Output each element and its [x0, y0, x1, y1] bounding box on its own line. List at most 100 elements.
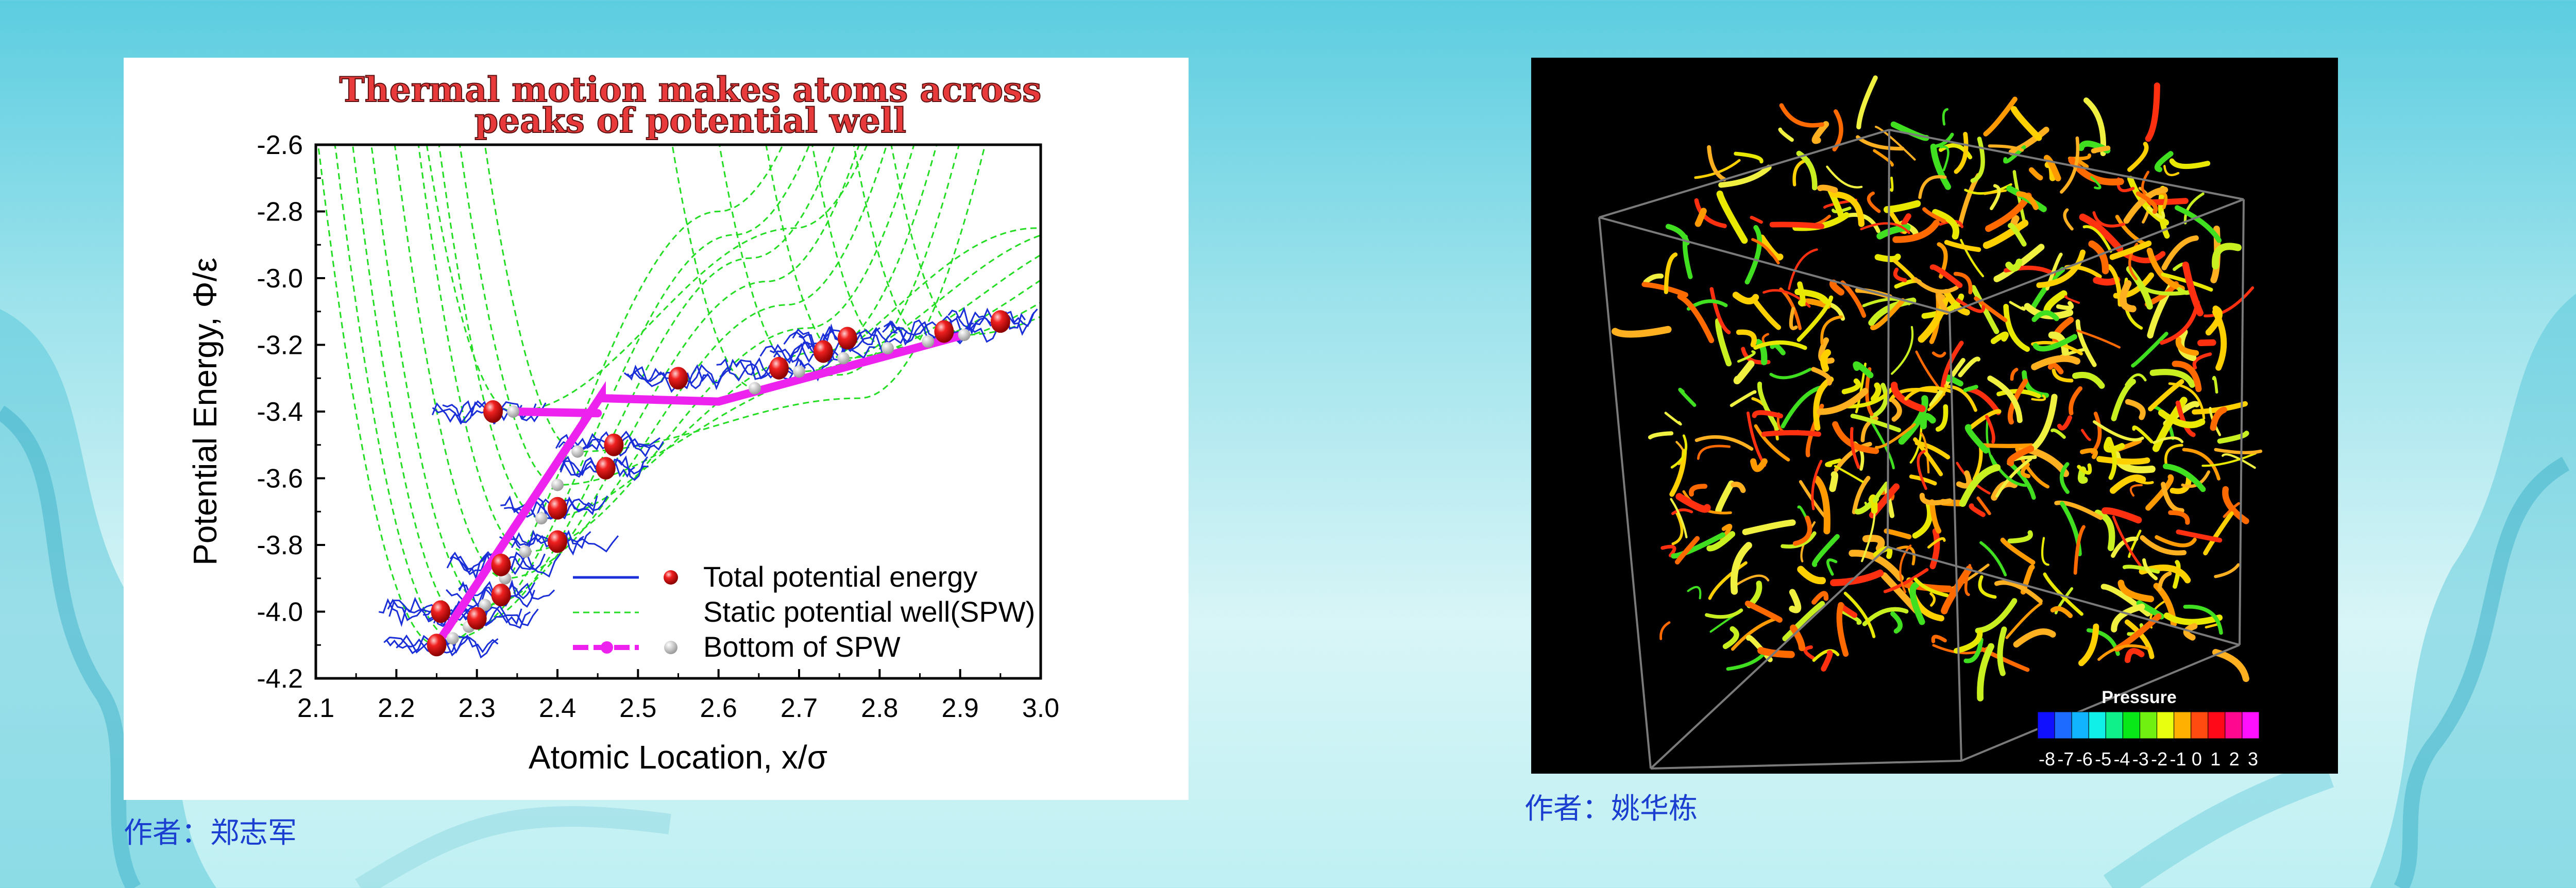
y-tick-label: -3.8: [257, 531, 303, 560]
vortex-filament: [2080, 448, 2098, 459]
spw-curve: [370, 145, 860, 606]
vortex-filament: [2043, 155, 2061, 182]
vortex-filament: [1716, 190, 1748, 244]
vortex-filament: [2090, 412, 2102, 454]
vortex-filament: [1978, 575, 1997, 599]
vortex-filament: [1734, 151, 1764, 164]
vortex-filament: [2059, 462, 2070, 494]
vortex-filament: [2091, 145, 2111, 153]
vortex-filament: [2164, 443, 2183, 466]
vortex-filament: [1963, 637, 1984, 663]
vortex-filament: [1820, 349, 1832, 372]
total-pe-point: [990, 310, 1010, 333]
y-tick-label: -3.2: [257, 331, 303, 361]
bottom-spw-line: [509, 407, 602, 418]
box-edge: [1887, 546, 2240, 646]
vortex-filament: [2124, 619, 2155, 659]
total-pe-point: [769, 356, 789, 380]
vortex-filament: [1849, 550, 1904, 582]
vortex-filament: [1671, 508, 1693, 515]
vortex-filament: [2192, 352, 2212, 370]
vortex-filament: [1883, 568, 1929, 593]
vortex-filament: [2222, 453, 2256, 469]
vortex-filament: [1731, 617, 1777, 651]
total-pe-point: [604, 433, 624, 456]
vortex-filament: [1678, 387, 1697, 407]
total-pe-point: [491, 584, 511, 607]
vortex-filament: [1983, 96, 2018, 136]
vortex-filament: [1752, 298, 1782, 330]
box-edge: [1599, 129, 1890, 218]
vortex-filament: [2072, 371, 2105, 389]
vortex-filament: [2107, 437, 2117, 480]
vortex-filament: [2111, 379, 2136, 421]
vortex-filament: [2127, 142, 2149, 172]
vortex-filament: [1958, 173, 1981, 227]
vortex-filament: [1803, 645, 1815, 660]
bottom-spw-point: [749, 382, 761, 395]
vortex-filament: [2127, 176, 2170, 226]
vortex-filament: [2052, 368, 2074, 383]
vortex-filament: [2007, 223, 2027, 247]
y-tick-label: -3.0: [257, 264, 303, 294]
chart-title-line1: Thermal motion makes atoms across: [340, 70, 1042, 110]
colorbar-segment: [2088, 711, 2106, 739]
colorbar-tick-label: -8: [2039, 748, 2055, 770]
vortex-filament: [2203, 511, 2234, 556]
vortex-filament: [1875, 423, 1916, 449]
vortex-filament: [1890, 382, 1926, 413]
vortex-filament: [2063, 208, 2074, 231]
vortex-filament: [2093, 276, 2121, 286]
vortex-filament: [1836, 602, 1849, 657]
vortex-filament: [2073, 525, 2086, 575]
total-pe-point: [548, 530, 567, 553]
vortex-filament: [1769, 221, 1824, 229]
box-edge: [1887, 129, 1890, 548]
vortex-filament: [1726, 652, 1766, 671]
vortex-filament: [2155, 535, 2197, 548]
spw-curve: [426, 145, 868, 413]
colorbar-segment: [2139, 711, 2158, 739]
vortex-filament: [1811, 367, 1833, 386]
vortex-filament: [2183, 605, 2223, 635]
x-tick-label: 2.2: [378, 693, 415, 723]
vortex-filament: [1709, 287, 1731, 334]
vortex-filament: [1757, 381, 1780, 431]
vortex-filament: [1769, 367, 1812, 380]
y-tick-label: -4.2: [257, 664, 303, 694]
vortex-filament: [1909, 582, 1925, 625]
trajectory-line: [941, 309, 1038, 334]
vortex-filament: [2031, 394, 2046, 401]
vortex-filament: [1979, 541, 2007, 577]
vortex-filament: [2000, 537, 2036, 565]
vortex-filament: [1979, 443, 2034, 448]
vortex-filament: [2064, 295, 2080, 304]
vortex-filament: [1754, 424, 1790, 462]
vortex-filament: [1694, 208, 1707, 227]
pressure-visualization-panel: Pressure -8 -7 -6 -5 -4 -3 -2 -1 0 1 2 3: [1531, 58, 2338, 774]
vortex-filament: [2176, 529, 2223, 543]
colorbar-tick-label: 3: [2248, 748, 2258, 770]
vortex-filament: [1753, 340, 1807, 350]
vortex-filament: [1758, 234, 1784, 261]
vortex-filament: [1935, 132, 1954, 148]
vortex-filament: [2152, 436, 2184, 445]
vortex-filament: [2136, 191, 2158, 214]
vortex-filament: [1976, 496, 1991, 516]
vortex-filament: [2214, 448, 2263, 455]
vortex-filament: [1974, 296, 2008, 322]
vortex-filament: [2050, 428, 2066, 439]
vortex-filament: [1891, 326, 1914, 375]
vortex-filament: [1869, 419, 1895, 470]
vortex-filament: [1843, 591, 1876, 638]
vortex-filament: [1718, 164, 1772, 188]
bottom-spw-point: [571, 445, 584, 458]
vortex-filament: [1722, 626, 1739, 650]
vortex-filament: [2132, 425, 2154, 443]
vortex-filament: [2169, 158, 2211, 169]
vortex-filament: [1671, 532, 1725, 559]
vortex-filament: [1975, 598, 2018, 634]
vortex-filament: [1664, 412, 1682, 425]
vortex-filament: [2101, 507, 2142, 524]
total-pe-point: [431, 600, 451, 623]
